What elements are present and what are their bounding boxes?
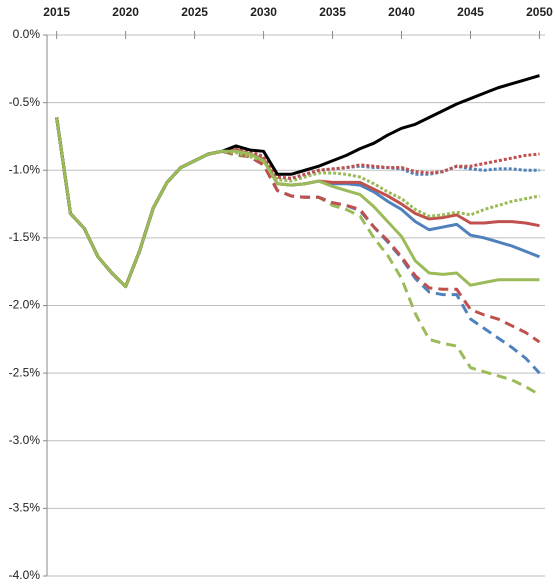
series-line bbox=[55, 117, 541, 375]
y-tick-label: -1.5% bbox=[9, 230, 41, 244]
series-line bbox=[55, 117, 540, 289]
series-line bbox=[55, 117, 541, 289]
x-tick-label: 2025 bbox=[181, 5, 208, 19]
x-tick-label: 2035 bbox=[319, 5, 346, 19]
y-tick-label: -3.5% bbox=[9, 501, 41, 515]
series-line bbox=[55, 117, 540, 289]
series-line bbox=[55, 117, 541, 397]
x-tick-label: 2040 bbox=[388, 5, 415, 19]
series-line bbox=[55, 74, 540, 289]
y-tick-label: -3.0% bbox=[9, 433, 41, 447]
y-tick-label: -4.0% bbox=[9, 568, 41, 582]
x-tick-label: 2045 bbox=[457, 5, 484, 19]
series-line bbox=[55, 117, 540, 289]
y-tick-label: -2.0% bbox=[9, 298, 41, 312]
x-tick-label: 2030 bbox=[250, 5, 277, 19]
y-tick-label: -2.5% bbox=[9, 365, 41, 379]
series-line bbox=[55, 117, 541, 344]
series-line bbox=[55, 117, 540, 289]
y-tick-label: 0.0% bbox=[13, 27, 41, 41]
y-tick-label: -0.5% bbox=[9, 95, 41, 109]
x-tick-label: 2050 bbox=[526, 5, 553, 19]
x-tick-label: 2020 bbox=[112, 5, 139, 19]
series-line bbox=[55, 117, 540, 289]
y-tick-label: -1.0% bbox=[9, 162, 41, 176]
x-tick-label: 2015 bbox=[43, 5, 70, 19]
